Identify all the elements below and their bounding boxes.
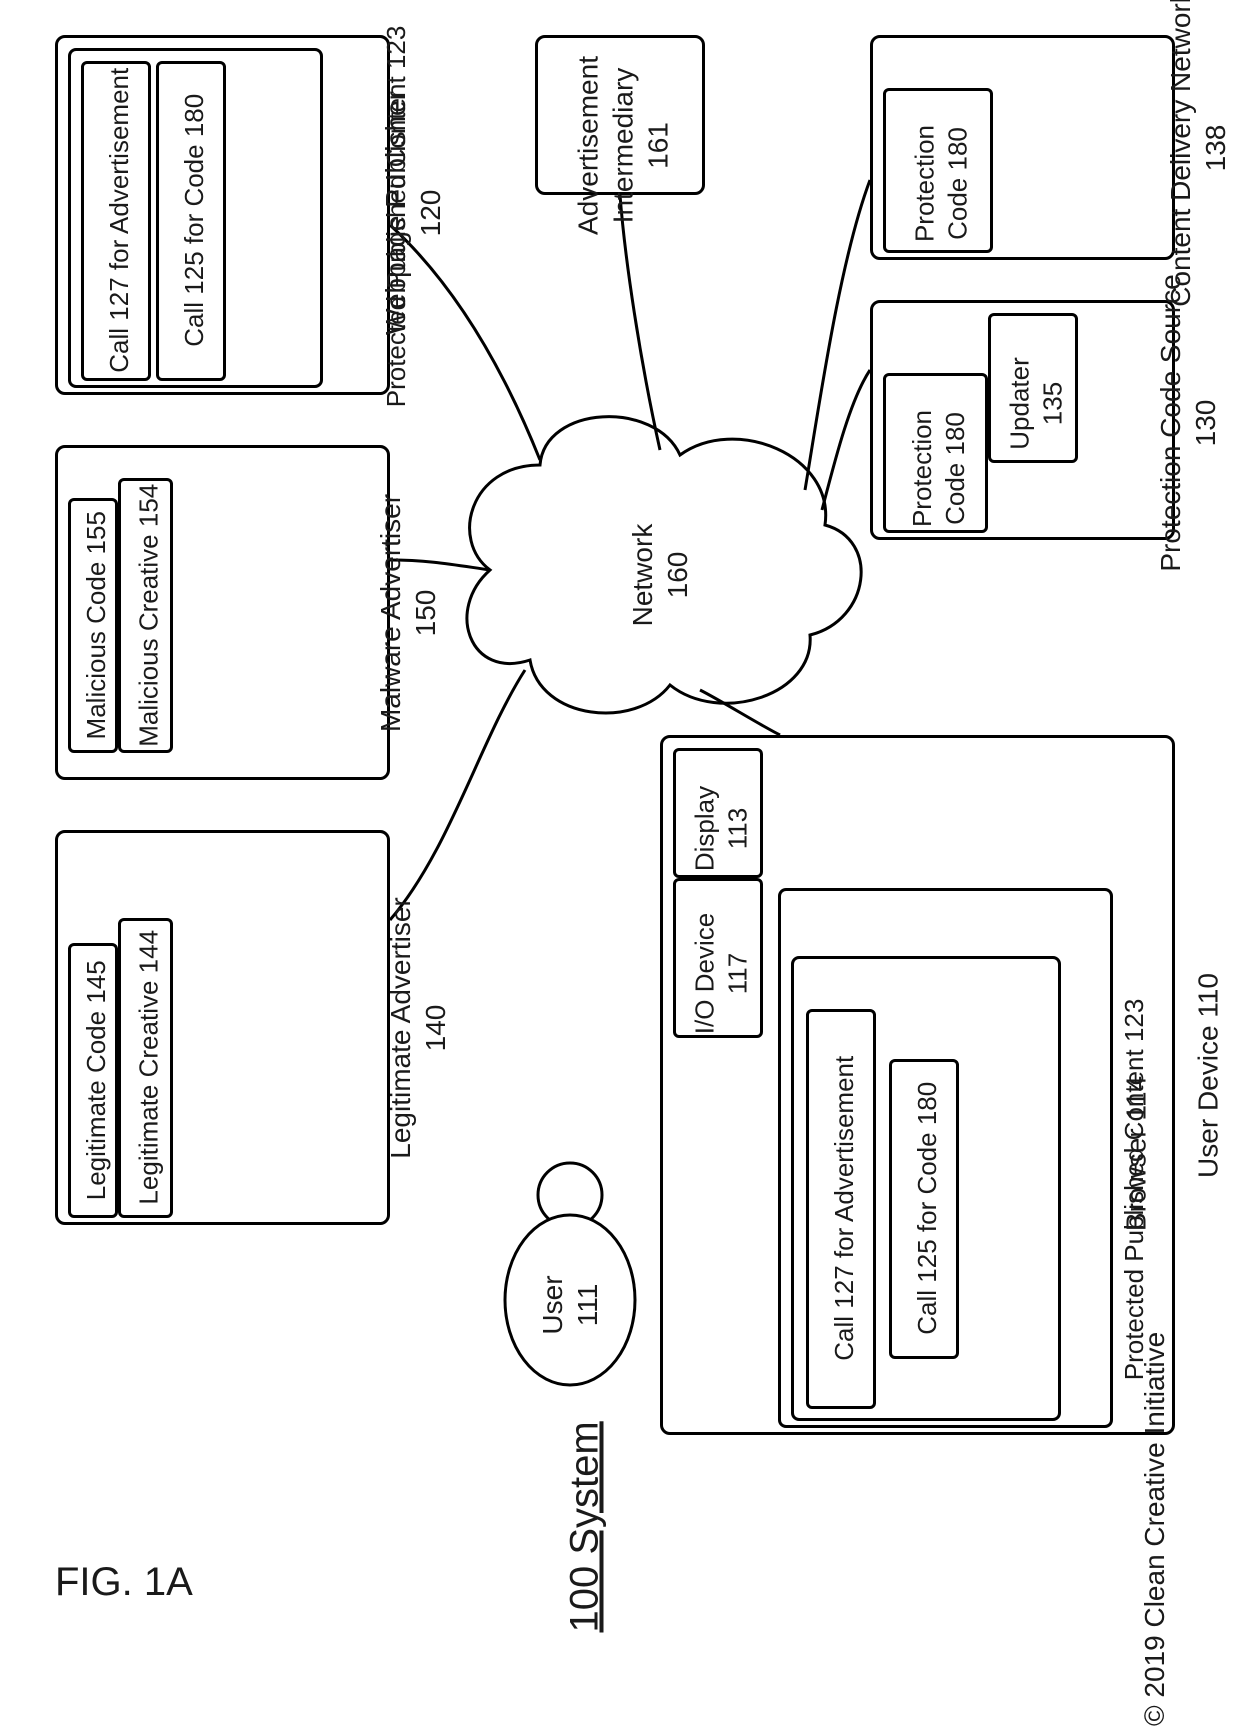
- legit-code-box: Legitimate Code 145: [68, 943, 118, 1218]
- wp-call-code-label: Call 125 for Code 180: [178, 90, 211, 350]
- pcs-title-group: Protection Code Source 130: [1153, 263, 1223, 583]
- wp-call-ad-label: Call 127 for Advertisement: [103, 55, 136, 385]
- user-label-group: User 111: [535, 1265, 605, 1345]
- network-label: Network: [627, 524, 658, 627]
- malware-advertiser-box: Malware Advertiser 150 Malicious Creativ…: [55, 445, 390, 780]
- cdn-num: 138: [1200, 125, 1231, 172]
- io-label: I/O Device: [690, 913, 720, 1034]
- pcs-protection-box: Protection Code 180: [883, 373, 988, 533]
- malware-title-group: Malware Advertiser 150: [373, 453, 443, 773]
- updater-box: Updater 135: [988, 313, 1078, 463]
- wp-call-ad-box: Call 127 for Advertisement: [81, 61, 151, 381]
- ad-intermediary-label-group: Advertisement Intermediary 161: [571, 51, 676, 241]
- ad-intermediary-sub: Intermediary: [608, 68, 639, 224]
- legit-num: 140: [420, 1005, 451, 1052]
- browser-box: Browser 114 Protected Published Content …: [778, 888, 1113, 1428]
- pcs-title: Protection Code Source: [1155, 274, 1186, 571]
- ad-intermediary-num: 161: [643, 122, 674, 169]
- webpage-publisher-box: Webpage Publisher 120 Protected Publishe…: [55, 35, 390, 395]
- copyright-label: © 2019 Clean Creative Initiative: [1139, 1306, 1171, 1726]
- pcs-protection-num: Code 180: [940, 412, 970, 525]
- user-device-title: User Device 110: [1191, 946, 1226, 1206]
- legit-creative-box: Legitimate Creative 144: [118, 918, 173, 1218]
- updater-num: 135: [1037, 382, 1067, 425]
- network-label-group: Network 160: [625, 505, 695, 645]
- cdn-box: Content Delivery Network 138 Protection …: [870, 35, 1175, 260]
- legit-title-group: Legitimate Advertiser 140: [383, 858, 453, 1198]
- system-label: 100 System: [563, 1393, 608, 1633]
- updater-label: Updater: [1005, 357, 1035, 450]
- wp-call-code-box: Call 125 for Code 180: [156, 61, 226, 381]
- diagram-canvas: Network 160 Advertisement Intermediary 1…: [0, 0, 1240, 1715]
- user-num: 111: [572, 1284, 603, 1327]
- legit-title: Legitimate Advertiser: [385, 897, 416, 1158]
- user-device-box: User Device 110 Display 113 I/O Device 1…: [660, 735, 1175, 1435]
- pcs-protection-label: Protection: [907, 410, 937, 527]
- cdn-title: Content Delivery Network: [1165, 0, 1196, 307]
- ud-call-ad-box: Call 127 for Advertisement: [806, 1009, 876, 1409]
- cdn-protection-box: Protection Code 180: [883, 88, 993, 253]
- malicious-creative-box: Malicious Creative 154: [118, 478, 173, 753]
- legit-advertiser-box: Legitimate Advertiser 140 Legitimate Cre…: [55, 830, 390, 1225]
- cdn-protection-label-group: Protection Code 180: [909, 109, 974, 259]
- updater-label-group: Updater 135: [1004, 339, 1069, 469]
- ud-ppc-box: Protected Published Content 123 Call 125…: [791, 956, 1061, 1421]
- malicious-code-label: Malicious Code 155: [80, 500, 113, 750]
- display-label-group: Display 113: [689, 769, 754, 889]
- display-box: Display 113: [673, 748, 763, 878]
- wp-ppc-box: Protected Published Content 123 Call 125…: [68, 48, 323, 388]
- legit-creative-label: Legitimate Creative 144: [132, 915, 165, 1220]
- io-num: 117: [722, 953, 752, 994]
- user-label: User: [537, 1275, 568, 1334]
- io-label-group: I/O Device 117: [689, 904, 754, 1044]
- ad-intermediary-title: Advertisement: [573, 56, 604, 235]
- figure-label: FIG. 1A: [55, 1560, 193, 1605]
- display-label: Display: [690, 786, 720, 871]
- cdn-protection-num: Code 180: [942, 127, 972, 240]
- pcs-protection-label-group: Protection Code 180: [906, 396, 971, 541]
- cdn-protection-label: Protection: [910, 125, 940, 242]
- malicious-creative-label: Malicious Creative 154: [132, 473, 165, 758]
- ud-call-code-label: Call 125 for Code 180: [911, 1078, 944, 1338]
- malicious-code-box: Malicious Code 155: [68, 498, 118, 753]
- ud-call-code-box: Call 125 for Code 180: [889, 1059, 959, 1359]
- pcs-box: Protection Code Source 130 Updater 135 P…: [870, 300, 1175, 540]
- network-num: 160: [662, 552, 693, 599]
- pcs-num: 130: [1190, 400, 1221, 447]
- wp-ppc-label: Protected Published Content 123: [380, 27, 413, 407]
- io-box: I/O Device 117: [673, 878, 763, 1038]
- webpage-publisher-num: 120: [415, 190, 446, 237]
- display-num: 113: [722, 808, 752, 849]
- ud-call-ad-label: Call 127 for Advertisement: [828, 1043, 861, 1373]
- ad-intermediary-box: Advertisement Intermediary 161: [535, 35, 705, 195]
- malware-title: Malware Advertiser: [375, 494, 406, 732]
- legit-code-label: Legitimate Code 145: [80, 940, 113, 1220]
- malware-num: 150: [410, 590, 441, 637]
